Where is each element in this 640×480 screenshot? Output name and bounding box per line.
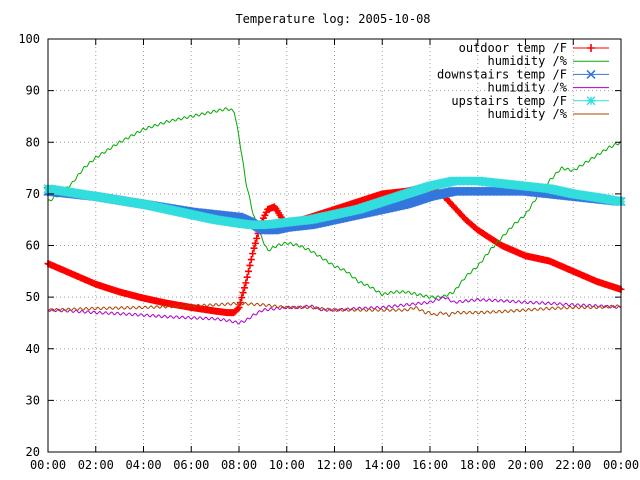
star-marker [586,96,596,106]
y-tick-label: 50 [26,290,40,304]
legend-item: downstairs temp /F [437,67,609,81]
legend-label: outdoor temp /F [459,41,567,55]
series-layer [43,107,626,325]
plus-marker [249,250,257,258]
series-line [47,107,622,299]
x-tick-label: 02:00 [78,458,114,472]
legend-label: humidity /% [488,107,568,121]
plus-marker [245,267,253,275]
legend-label: downstairs temp /F [437,67,567,81]
x-tick-label: 08:00 [221,458,257,472]
chart-title: Temperature log: 2005-10-08 [235,12,430,26]
plus-marker [243,273,251,281]
legend-label: humidity /% [488,81,568,95]
plus-marker [251,239,259,247]
plus-marker [238,294,246,302]
x-tick-label: 06:00 [173,458,209,472]
series-5-upstairs-temp-f [43,176,626,230]
plus-marker [253,234,261,242]
legend-label: upstairs temp /F [451,94,567,108]
y-tick-label: 80 [26,135,40,149]
series-line [47,296,622,325]
plus-marker [246,261,254,269]
y-tick-label: 30 [26,393,40,407]
y-tick-label: 90 [26,84,40,98]
y-tick-label: 40 [26,342,40,356]
legend-item: humidity /% [488,107,609,121]
plus-marker [250,244,258,252]
x-tick-label: 12:00 [316,458,352,472]
x-tick-label: 18:00 [460,458,496,472]
legend-item: upstairs temp /F [451,94,609,108]
grid [48,39,621,452]
series-4-humidity [47,296,622,325]
y-tick-label: 100 [18,32,40,46]
cross-marker [586,69,596,79]
x-tick-label: 14:00 [364,458,400,472]
series-2-humidity [47,107,622,299]
plus-marker [247,256,255,264]
legend-item: humidity /% [488,81,609,95]
x-tick-label: 16:00 [412,458,448,472]
y-tick-label: 70 [26,187,40,201]
plus-marker [235,303,243,311]
series-line [47,301,622,318]
x-tick-label: 00:00 [30,458,66,472]
legend-item: humidity /% [488,54,609,68]
plus-marker [242,279,250,287]
x-tick-label: 22:00 [555,458,591,472]
x-tick-label: 04:00 [125,458,161,472]
x-tick-label: 10:00 [269,458,305,472]
x-tick-label: 00:00 [603,458,639,472]
x-tick-label: 20:00 [507,458,543,472]
y-tick-label: 60 [26,239,40,253]
y-tick-label: 20 [26,445,40,459]
plus-marker [240,284,248,292]
series-6-humidity [47,301,622,318]
legend-label: humidity /% [488,54,568,68]
plus-marker [587,44,595,52]
plus-marker [234,305,242,313]
axes: 20 30 40 50 60 70 80 90 100 00:00 02:00 04:00 06:00 0… [18,32,639,472]
legend-item: outdoor temp /F [459,41,609,55]
plus-marker [239,289,247,297]
